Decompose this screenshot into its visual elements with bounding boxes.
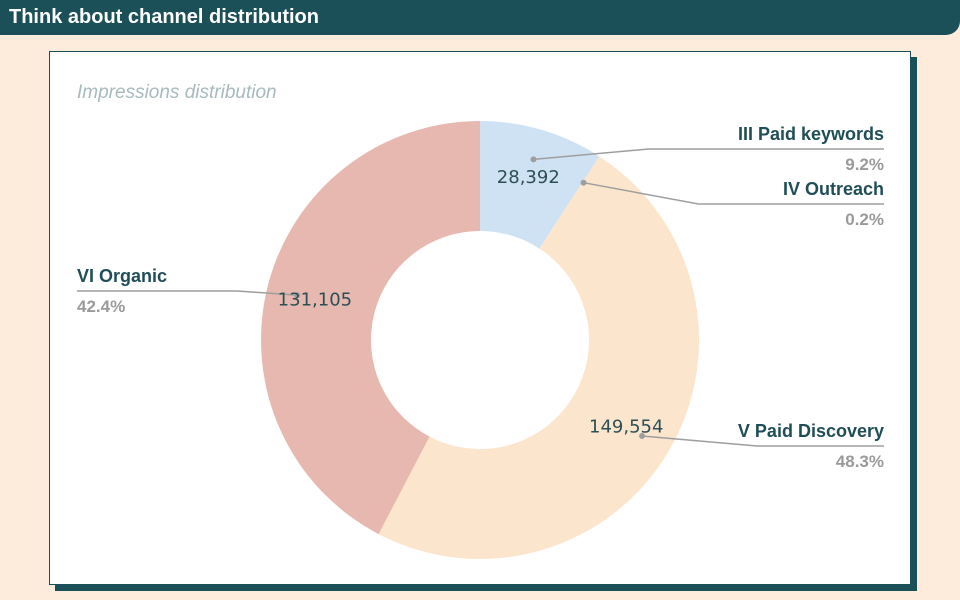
donut-chart: Impressions distribution 28,392 III Paid … [77, 82, 884, 559]
slice-vi-organic [261, 121, 480, 535]
leader-dot-v-paid-discovery [639, 432, 646, 439]
slice-iv-outreach [539, 156, 602, 250]
legend-percent-iii-paid-keywords: 9.2% [845, 155, 884, 174]
leader-line-vi-organic [77, 290, 298, 296]
legend-percent-vi-organic: 42.4% [77, 297, 125, 316]
header-bar: Think about channel distribution [0, 0, 960, 35]
leader-dot-iv-outreach [580, 179, 587, 186]
leader-dot-vi-organic [294, 292, 301, 299]
legend-name-iv-outreach: IV Outreach [783, 179, 884, 199]
legend-name-v-paid-discovery: V Paid Discovery [738, 421, 884, 441]
slice-iii-paid-keywords [480, 121, 600, 249]
slice-value-vi-organic: 131,105 [278, 289, 352, 310]
leaders-group [77, 148, 884, 447]
leader-line-v-paid-discovery [641, 435, 884, 447]
legend-name-iii-paid-keywords: III Paid keywords [738, 124, 884, 144]
chart-card: Impressions distribution 28,392 III Paid … [49, 51, 911, 585]
legend-name-vi-organic: VI Organic [77, 266, 167, 286]
chart-title: Impressions distribution [77, 82, 277, 103]
leader-line-iii-paid-keywords [533, 148, 884, 161]
page-title: Think about channel distribution [9, 6, 319, 28]
slice-value-v-paid-discovery: 149,554 [589, 417, 663, 438]
labels-group: 28,392 III Paid keywords 9.2% IV Outreach 0.… [77, 124, 884, 471]
legend-percent-iv-outreach: 0.2% [845, 210, 884, 229]
slice-v-paid-discovery [378, 157, 700, 559]
leader-dot-iii-paid-keywords [530, 156, 537, 163]
leader-line-iv-outreach [583, 181, 884, 205]
legend-percent-v-paid-discovery: 48.3% [836, 452, 884, 471]
slices-group [261, 121, 700, 559]
slice-value-iii-paid-keywords: 28,392 [497, 167, 560, 188]
